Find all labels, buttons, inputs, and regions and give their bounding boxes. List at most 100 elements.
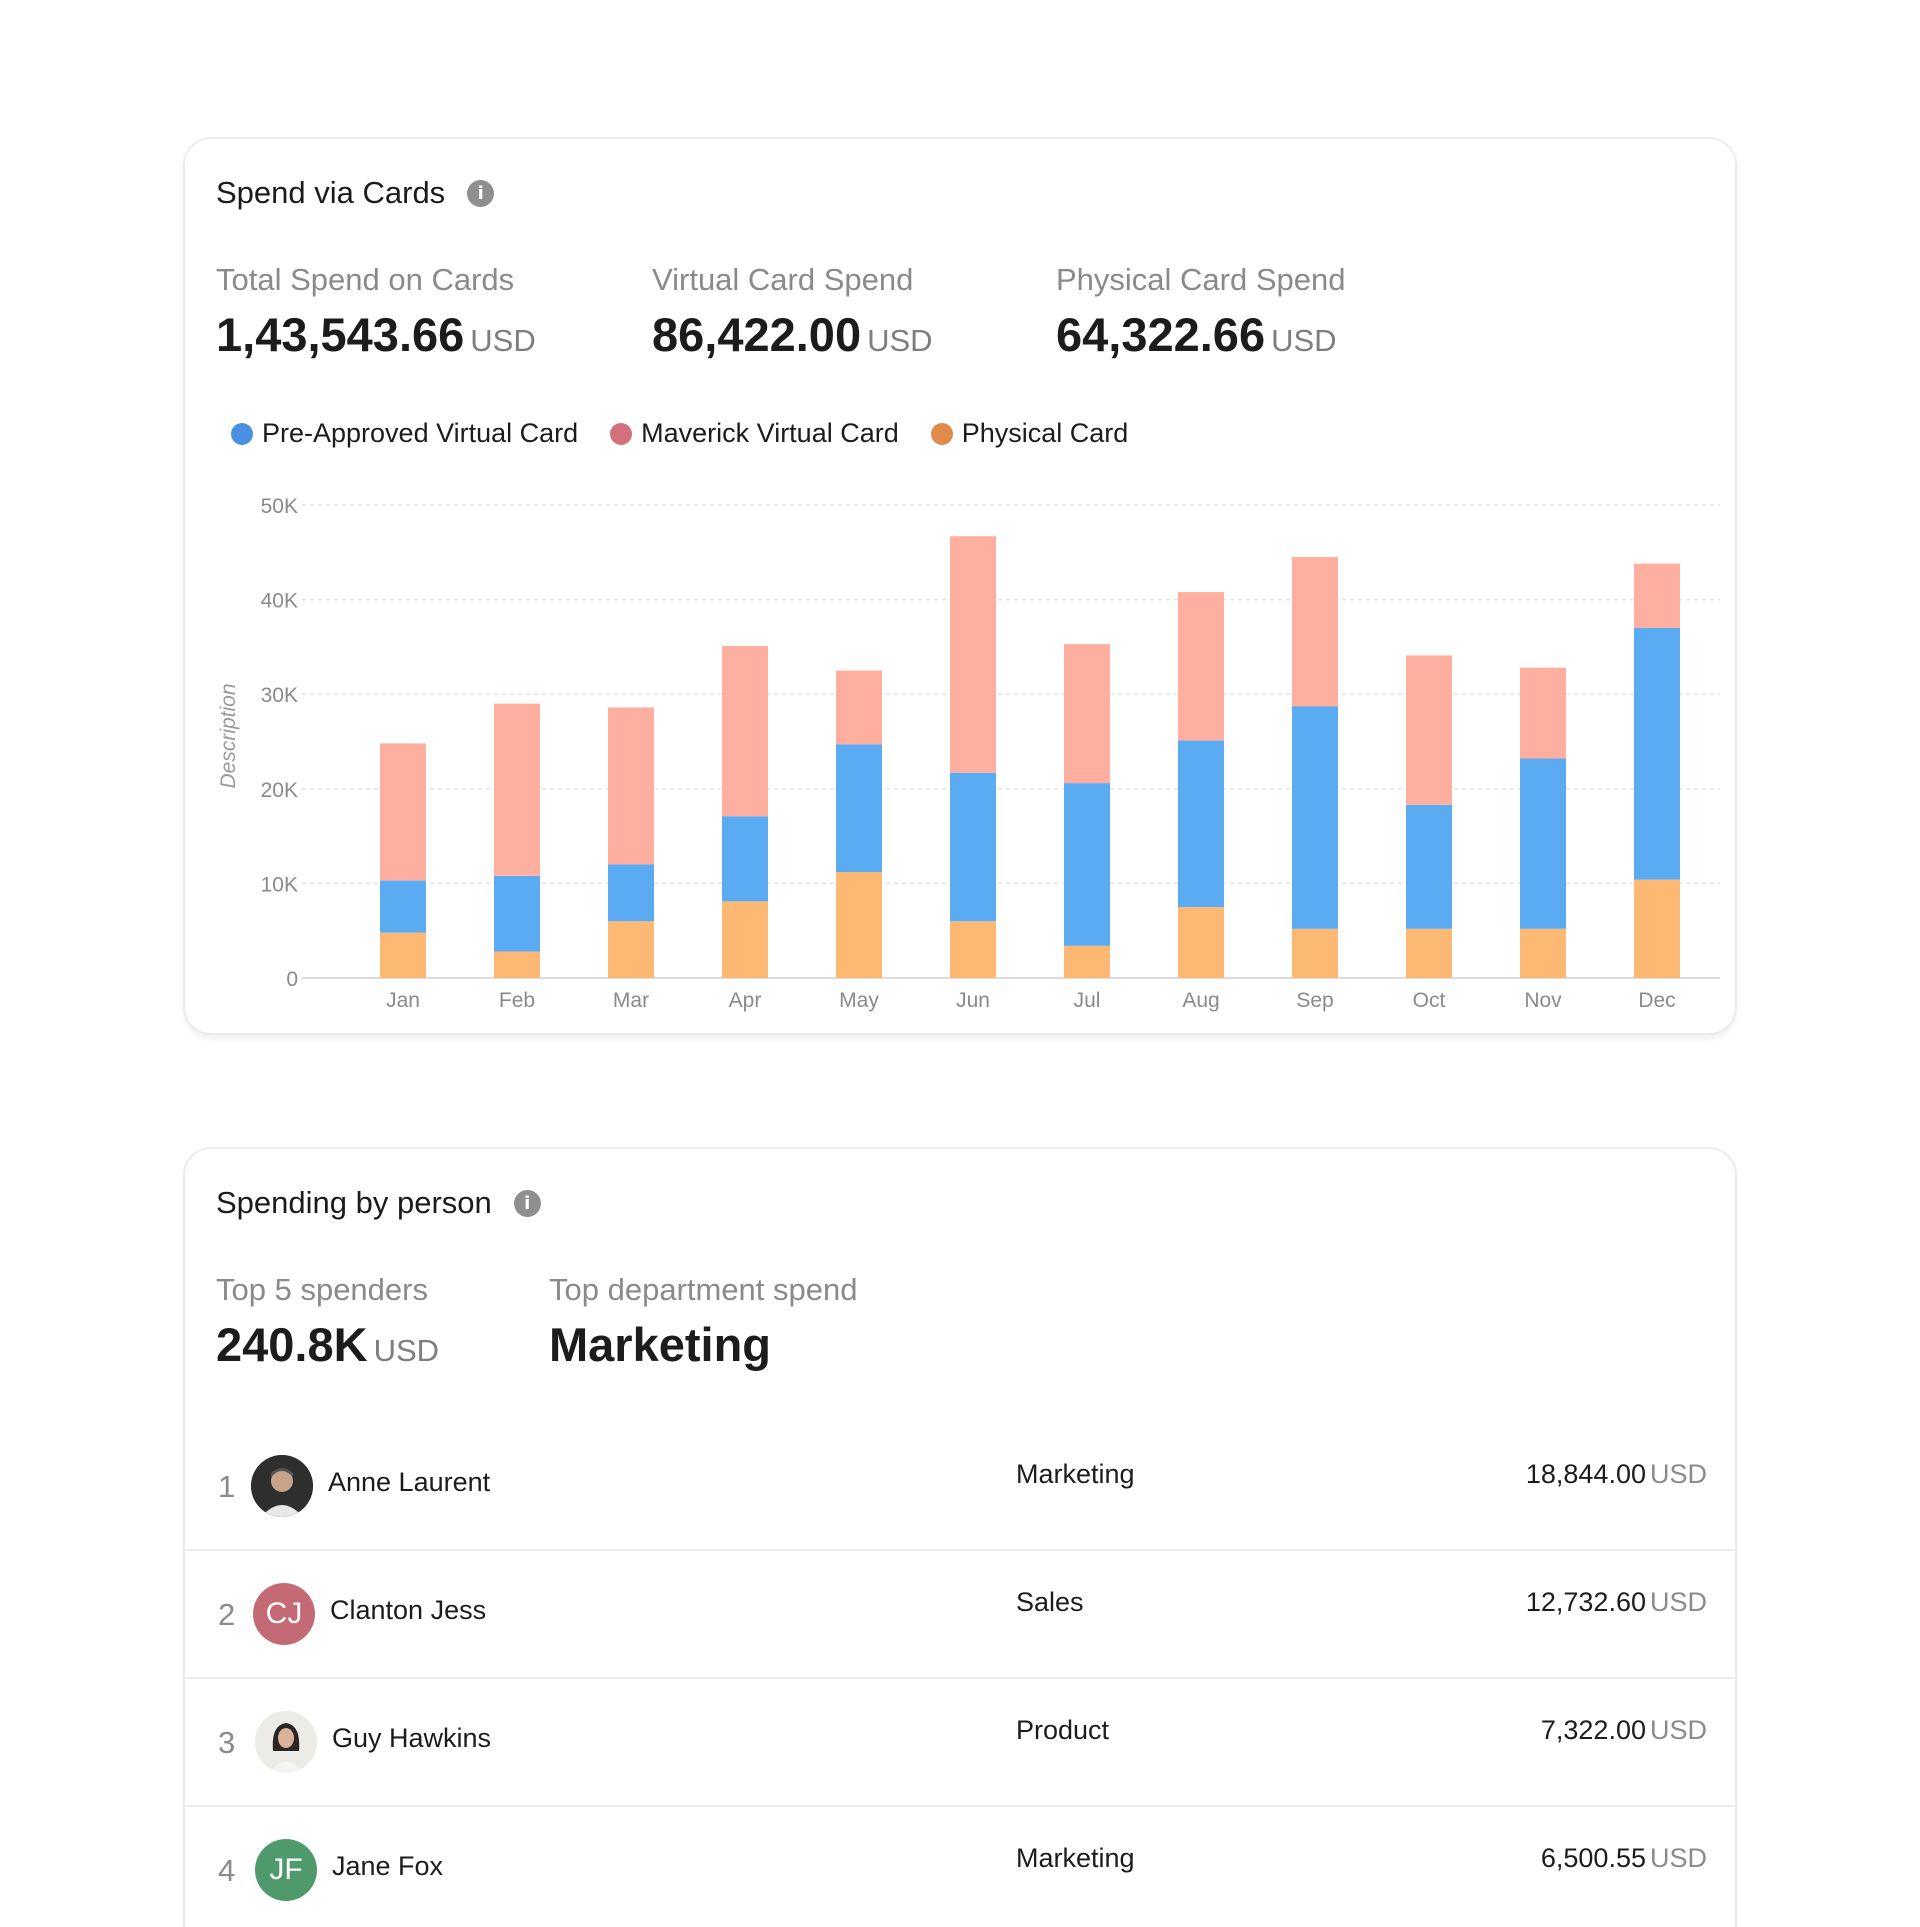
bar-segment xyxy=(1292,557,1338,707)
x-tick-label: Apr xyxy=(729,989,762,1012)
rank: 4 xyxy=(218,1853,236,1888)
info-icon[interactable]: i xyxy=(467,179,495,207)
person-name: Guy Hawkins xyxy=(332,1723,492,1753)
virtual-spend-label: Virtual Card Spend xyxy=(652,262,914,297)
x-tick-label: Dec xyxy=(1638,989,1675,1012)
top-department-stat: Top department spend Marketing xyxy=(549,1274,858,1368)
x-tick-label: Aug xyxy=(1182,989,1219,1012)
department: Marketing xyxy=(1016,1459,1135,1489)
department: Marketing xyxy=(1016,1843,1135,1873)
bar-segment xyxy=(1406,804,1452,929)
top-spenders-stat: Top 5 spenders 240.8K USD xyxy=(216,1274,439,1368)
amount-value: 6,500.55 xyxy=(1540,1843,1646,1873)
person-photo-icon xyxy=(255,1711,317,1773)
virtual-spend-amount: 86,422.00 xyxy=(652,308,862,361)
legend-dot-maverick xyxy=(610,422,633,445)
bar-segment xyxy=(722,645,768,817)
bar-segment xyxy=(1520,667,1566,759)
bar-segment xyxy=(608,707,654,865)
department: Product xyxy=(1016,1715,1110,1745)
y-tick-label: 30K xyxy=(261,684,298,707)
x-tick-label: Mar xyxy=(613,989,649,1012)
amount-unit: USD xyxy=(1649,1843,1707,1873)
legend-label-maverick: Maverick Virtual Card xyxy=(641,418,899,448)
spend-bar-chart: 0 10K 20K 30K 40K 50K Description Jan Feb Mar Apr M… xyxy=(217,495,1720,1012)
table-row[interactable]: 4 JF Jane Fox Marketing 6,500.55 USD xyxy=(185,1805,1735,1927)
x-tick-label: Feb xyxy=(499,989,535,1012)
bar-segment xyxy=(1292,928,1338,978)
bar-segment xyxy=(1634,627,1680,880)
spend-via-cards-card: Spend via Cards i Total Spend on Cards 1… xyxy=(183,137,1737,1035)
bar-segment xyxy=(1520,928,1566,978)
virtual-spend-value: 86,422.00 USD xyxy=(652,311,933,358)
x-tick-label: Oct xyxy=(1413,989,1446,1012)
virtual-spend-unit: USD xyxy=(867,323,933,358)
x-tick-label: Jan xyxy=(386,989,420,1012)
x-tick-label: Jul xyxy=(1074,989,1101,1012)
total-spend-value: 1,43,543.66 USD xyxy=(216,311,536,358)
bar-segment xyxy=(836,744,882,873)
amount: 18,844.00 USD xyxy=(1526,1459,1707,1490)
bar-segment xyxy=(950,921,996,978)
top-spenders-amount: 240.8K xyxy=(216,1318,368,1371)
avatar xyxy=(255,1711,317,1773)
bar-segment xyxy=(380,880,426,933)
bar-segment xyxy=(1406,655,1452,805)
department: Sales xyxy=(1016,1587,1084,1617)
bar-segment xyxy=(836,670,882,745)
avatar: CJ xyxy=(253,1583,315,1645)
y-tick-label: 10K xyxy=(261,873,298,896)
total-spend-stat: Total Spend on Cards 1,43,543.66 USD xyxy=(216,264,536,358)
person-name: Jane Fox xyxy=(332,1851,444,1881)
y-tick-label: 50K xyxy=(261,495,298,518)
bar-segment xyxy=(950,536,996,773)
legend-item-pre-approved[interactable]: Pre-Approved Virtual Card xyxy=(231,418,578,449)
physical-spend-label: Physical Card Spend xyxy=(1056,262,1346,297)
person-name: Anne Laurent xyxy=(328,1467,491,1497)
rank: 1 xyxy=(218,1469,236,1504)
top-spenders-label: Top 5 spenders xyxy=(216,1272,428,1307)
bar-segment xyxy=(380,743,426,881)
total-spend-label: Total Spend on Cards xyxy=(216,262,515,297)
bar-segment xyxy=(380,932,426,978)
bar-segment xyxy=(1064,644,1110,784)
person-photo-icon xyxy=(251,1455,313,1517)
legend-item-maverick[interactable]: Maverick Virtual Card xyxy=(610,418,899,449)
bar-segment xyxy=(608,921,654,978)
bar-segment xyxy=(494,875,540,952)
total-spend-unit: USD xyxy=(470,323,536,358)
spending-by-person-title-text: Spending by person xyxy=(216,1185,492,1220)
bar-segment xyxy=(1634,563,1680,628)
amount-unit: USD xyxy=(1649,1587,1707,1617)
bar-segment xyxy=(1634,879,1680,978)
bar-segment xyxy=(1178,740,1224,908)
amount-unit: USD xyxy=(1649,1715,1707,1745)
x-tick-label: Jun xyxy=(956,989,990,1012)
physical-spend-amount: 64,322.66 xyxy=(1056,308,1266,361)
y-tick-label: 0 xyxy=(286,968,298,991)
legend-dot-physical xyxy=(930,422,953,445)
physical-spend-value: 64,322.66 USD xyxy=(1056,311,1346,358)
spending-by-person-card: Spending by person i Top 5 spenders 240.… xyxy=(183,1147,1737,1927)
legend-item-physical[interactable]: Physical Card xyxy=(930,418,1129,449)
table-row[interactable]: 1 Anne Laurent Marketing 18,844.00 USD xyxy=(185,1421,1735,1549)
bar-segment xyxy=(494,951,540,978)
table-row[interactable]: 3 Guy Hawkins Product 7,322.00 USD xyxy=(185,1677,1735,1805)
rank: 2 xyxy=(218,1597,236,1632)
bar-segment xyxy=(1064,945,1110,978)
spend-via-cards-title-text: Spend via Cards xyxy=(216,175,446,210)
bar-segment xyxy=(722,816,768,902)
amount: 7,322.00 USD xyxy=(1541,1715,1707,1746)
info-icon[interactable]: i xyxy=(513,1189,541,1217)
y-tick-label: 20K xyxy=(261,779,298,802)
top-department-label: Top department spend xyxy=(549,1272,858,1307)
avatar-initials: CJ xyxy=(265,1597,303,1630)
bar-segment xyxy=(1292,706,1338,929)
legend-label-physical: Physical Card xyxy=(961,418,1129,448)
total-spend-amount: 1,43,543.66 xyxy=(216,308,465,361)
spend-via-cards-title: Spend via Cards i xyxy=(216,175,495,211)
table-row[interactable]: 2 CJ Clanton Jess Sales 12,732.60 USD xyxy=(185,1549,1735,1677)
amount: 12,732.60 USD xyxy=(1526,1587,1707,1618)
legend-dot-pre-approved xyxy=(231,422,253,445)
physical-spend-stat: Physical Card Spend 64,322.66 USD xyxy=(1056,264,1346,358)
